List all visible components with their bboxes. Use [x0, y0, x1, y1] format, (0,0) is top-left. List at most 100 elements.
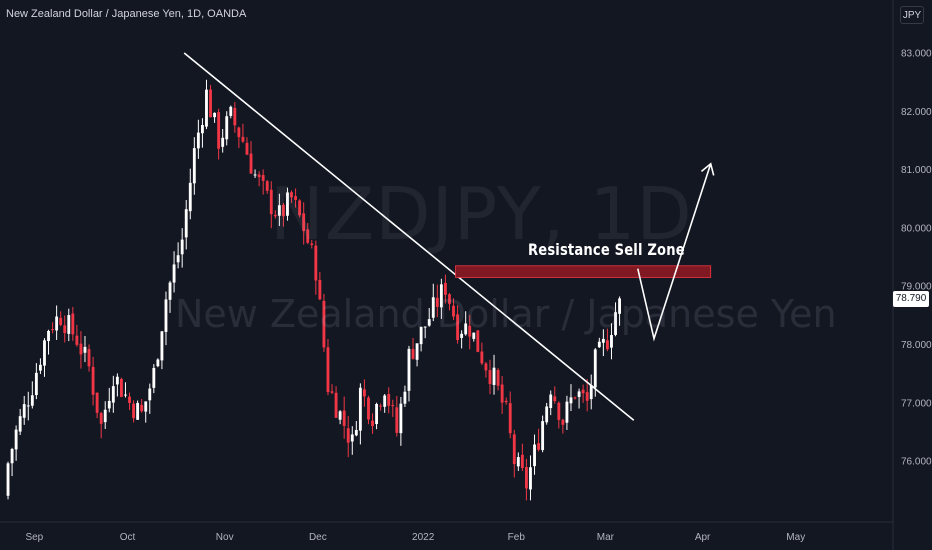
candle-body	[391, 404, 395, 407]
candle-body	[71, 313, 75, 335]
candle-body	[249, 153, 253, 174]
candle-body	[318, 279, 322, 300]
candle-body	[164, 299, 168, 332]
candle-body	[557, 402, 561, 420]
candle-body	[383, 395, 387, 407]
candle-body	[51, 329, 54, 331]
candle-body	[95, 392, 99, 413]
candle-body	[569, 397, 573, 404]
last-price-badge: 78.790	[893, 291, 929, 307]
candle-body	[148, 388, 152, 401]
candle-body	[468, 325, 472, 337]
candle-body	[144, 401, 148, 412]
candle-body	[358, 387, 362, 431]
projection-path	[637, 163, 712, 342]
resistance-zone-label: Resistance Sell Zone	[528, 240, 685, 259]
candles	[6, 79, 621, 501]
candle-body	[593, 349, 597, 388]
candle-body	[488, 370, 492, 385]
candle-body	[541, 421, 545, 451]
candle-body	[363, 389, 366, 397]
price-tick-label: 80.000	[901, 223, 932, 234]
candle-body	[496, 369, 500, 386]
candle-body	[561, 419, 565, 425]
currency-badge[interactable]: JPY	[900, 6, 924, 24]
candle-body	[314, 245, 318, 281]
candle-body	[6, 463, 10, 496]
candle-body	[326, 347, 330, 393]
candle-body	[286, 192, 289, 216]
candle-body	[257, 174, 261, 178]
candle-body	[83, 346, 87, 353]
candle-body	[464, 323, 468, 335]
candle-body	[124, 394, 127, 396]
candle-body	[298, 200, 302, 216]
time-tick-label: Oct	[120, 532, 136, 543]
candle-body	[472, 332, 476, 339]
candle-body	[492, 367, 496, 385]
candle-body	[176, 255, 180, 263]
candle-body	[306, 229, 310, 243]
candle-body	[516, 457, 520, 467]
candle-body	[10, 448, 14, 464]
candle-body	[581, 389, 585, 394]
candle-body	[589, 385, 593, 400]
candle-body	[435, 297, 439, 307]
candle-body	[67, 315, 71, 334]
price-axis: 83.000 82.000 81.000 80.000 79.000 78.000 77.0…	[892, 0, 932, 550]
candle-body	[431, 297, 435, 318]
candle-body	[294, 196, 297, 200]
candle-body	[444, 282, 447, 295]
candle-body	[237, 127, 241, 138]
candle-body	[18, 416, 22, 432]
candle-body	[115, 376, 119, 385]
candle-body	[419, 326, 423, 345]
candle-body	[597, 341, 601, 348]
candle-body	[184, 209, 188, 238]
candle-body	[213, 112, 216, 118]
candle-body	[460, 333, 464, 338]
candle-body	[565, 401, 569, 423]
time-axis: Sep Oct Nov Dec 2022 Feb Mar Apr May	[0, 521, 893, 543]
candle-body	[26, 405, 30, 407]
candle-body	[456, 314, 459, 341]
candle-body	[269, 189, 273, 215]
description-watermark: New Zealand Dollar / Japanese Yen	[175, 292, 837, 336]
candle-body	[172, 264, 176, 283]
candle-body	[379, 405, 383, 407]
candle-body	[156, 359, 160, 367]
time-tick-label: Mar	[597, 532, 615, 543]
candle-body	[160, 331, 164, 361]
candle-body	[47, 330, 50, 342]
candle-body	[403, 391, 407, 404]
candle-body	[205, 89, 208, 127]
candle-body	[253, 174, 257, 176]
candle-body	[452, 305, 455, 317]
candle-body	[504, 400, 508, 403]
candle-body	[334, 392, 338, 418]
candle-body	[241, 136, 245, 142]
candle-body	[480, 351, 484, 364]
candle-body	[367, 397, 370, 420]
price-tick-label: 77.000	[901, 398, 932, 409]
candle-body	[140, 404, 144, 412]
candle-body	[395, 407, 399, 433]
time-tick-label: 2022	[412, 532, 435, 543]
candle-body	[30, 395, 34, 406]
projection-arrowhead	[700, 162, 715, 176]
candle-body	[476, 330, 480, 352]
candle-body	[484, 363, 488, 371]
candle-body	[34, 372, 38, 396]
candle-body	[103, 409, 107, 423]
candle-body	[330, 391, 334, 393]
trendline	[183, 52, 635, 421]
candle-body	[245, 142, 249, 155]
candle-body	[132, 403, 135, 419]
candle-body	[39, 364, 42, 371]
candle-body	[99, 413, 103, 424]
candle-body	[107, 400, 111, 409]
candle-body	[423, 326, 427, 328]
candle-body	[387, 393, 391, 406]
time-tick-label: Apr	[695, 532, 711, 543]
